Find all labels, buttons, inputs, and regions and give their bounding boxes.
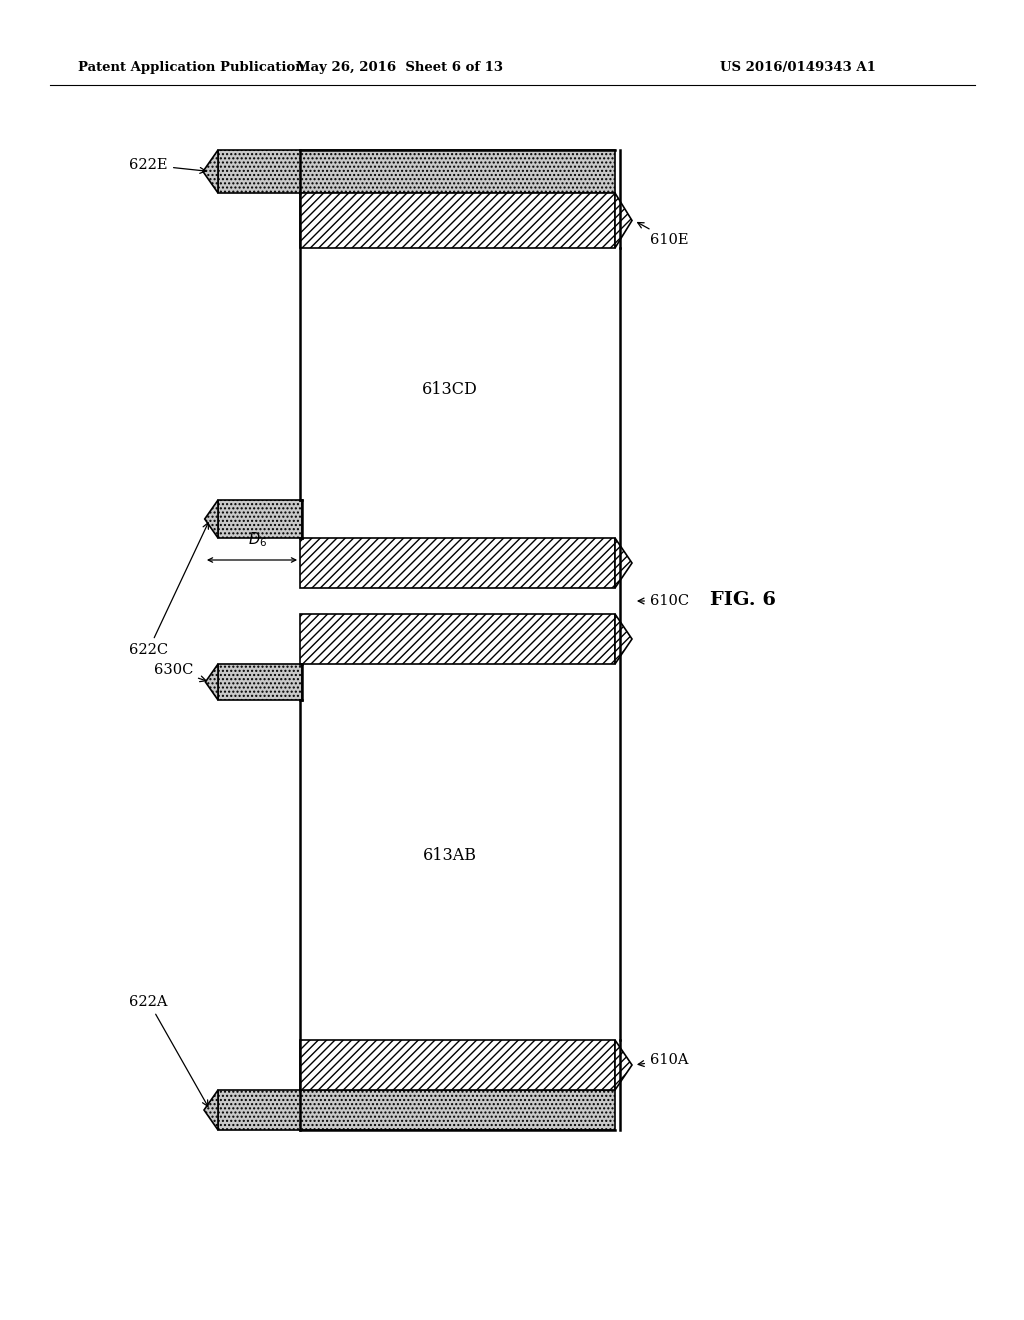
Text: Patent Application Publication: Patent Application Publication bbox=[78, 62, 305, 74]
Polygon shape bbox=[203, 150, 218, 193]
Bar bbox=[218, 664, 302, 700]
Polygon shape bbox=[615, 1040, 632, 1090]
Text: May 26, 2016  Sheet 6 of 13: May 26, 2016 Sheet 6 of 13 bbox=[297, 62, 504, 74]
Text: 610A: 610A bbox=[638, 1053, 688, 1067]
Polygon shape bbox=[206, 664, 218, 700]
Text: 613AB: 613AB bbox=[423, 846, 477, 863]
Bar bbox=[300, 193, 615, 248]
Text: 613CD: 613CD bbox=[422, 381, 478, 399]
Bar bbox=[300, 614, 615, 664]
Text: $D_6$: $D_6$ bbox=[249, 531, 267, 549]
Text: FIG. 6: FIG. 6 bbox=[710, 591, 776, 609]
Polygon shape bbox=[615, 539, 632, 587]
Bar bbox=[300, 1040, 615, 1090]
Text: 622E: 622E bbox=[129, 158, 206, 173]
Text: 610E: 610E bbox=[638, 223, 688, 247]
Polygon shape bbox=[615, 614, 632, 664]
Polygon shape bbox=[205, 500, 218, 539]
Text: 610C: 610C bbox=[638, 594, 689, 609]
Polygon shape bbox=[615, 193, 632, 248]
Text: 622C: 622C bbox=[129, 523, 209, 657]
Polygon shape bbox=[204, 1090, 218, 1130]
Bar bbox=[300, 539, 615, 587]
Text: US 2016/0149343 A1: US 2016/0149343 A1 bbox=[720, 62, 876, 74]
Bar bbox=[218, 150, 615, 193]
Bar bbox=[218, 500, 302, 539]
Text: 622A: 622A bbox=[129, 995, 208, 1106]
Text: 630C: 630C bbox=[154, 663, 206, 681]
Bar bbox=[218, 1090, 615, 1130]
